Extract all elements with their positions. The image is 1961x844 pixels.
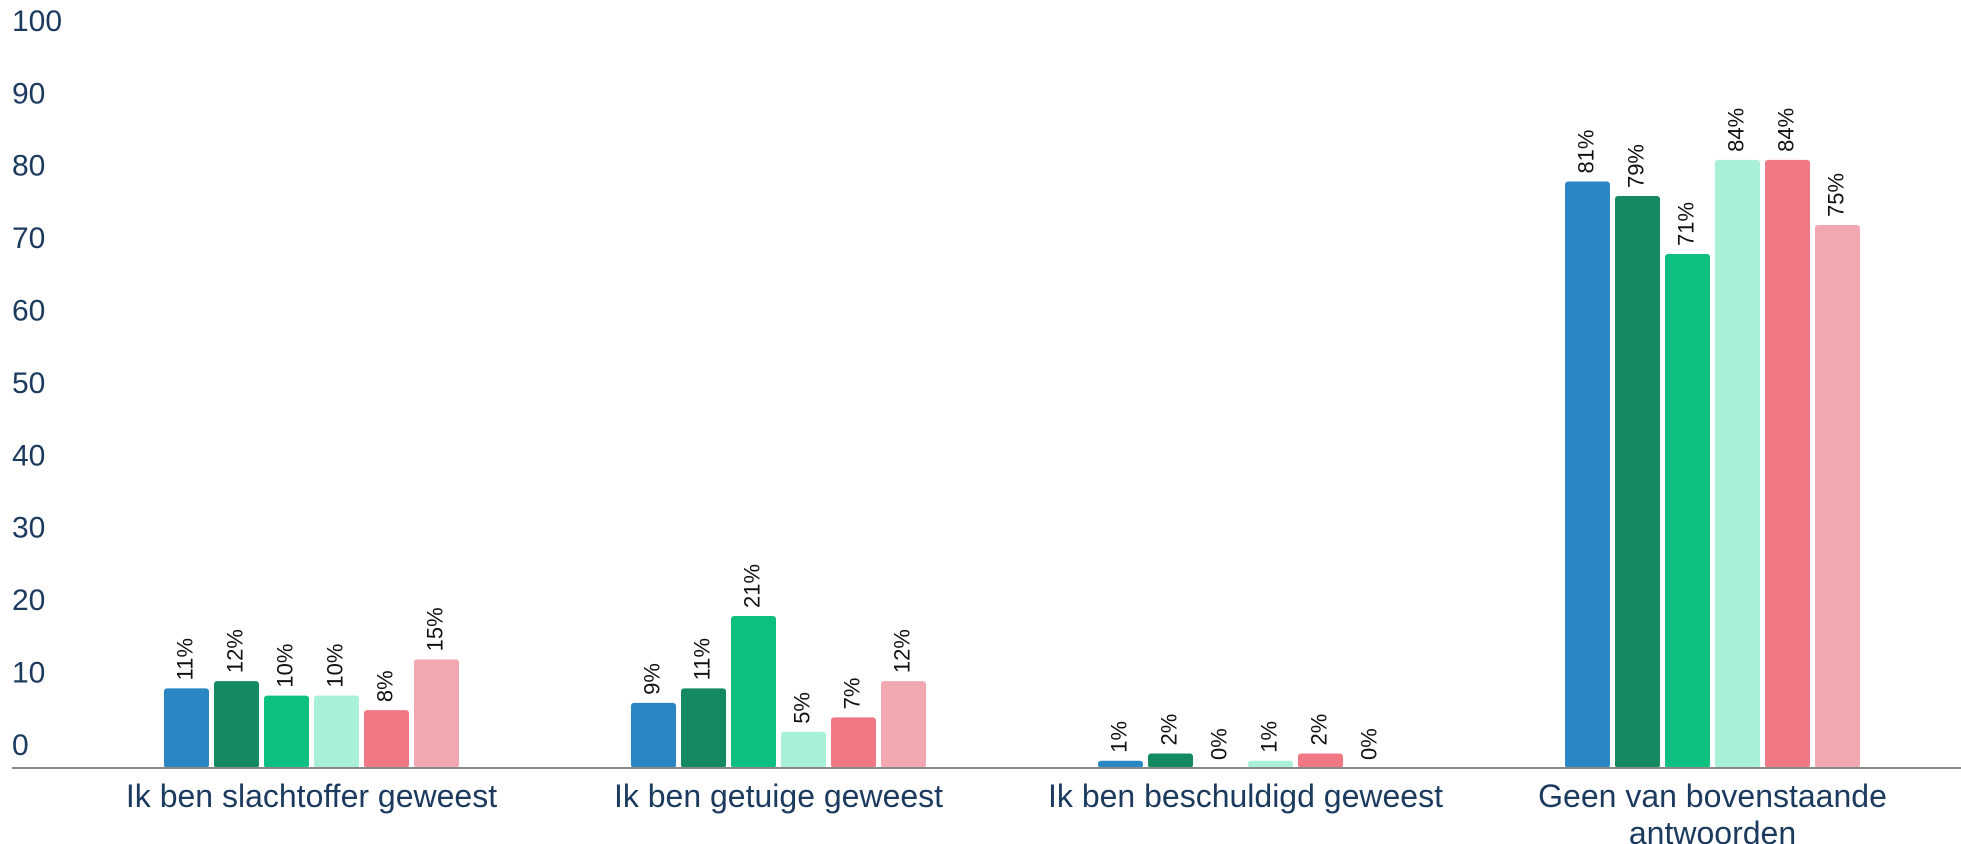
data-label: 9% — [639, 663, 664, 695]
bar — [1765, 159, 1810, 769]
bar — [1665, 253, 1710, 768]
x-tick-label: Ik ben beschuldigd geweest — [1048, 778, 1443, 814]
y-tick-label: 20 — [12, 584, 45, 617]
data-label: 12% — [222, 629, 247, 673]
y-tick-label: 40 — [12, 439, 45, 472]
bar — [414, 659, 459, 768]
bar — [264, 695, 309, 768]
data-label: 84% — [1773, 108, 1798, 152]
y-tick-label: 60 — [12, 295, 45, 328]
bar — [364, 710, 409, 768]
bar — [314, 695, 359, 768]
data-label: 15% — [422, 607, 447, 651]
bar — [1298, 753, 1343, 768]
y-tick-label: 30 — [12, 512, 45, 545]
data-label: 7% — [839, 678, 864, 710]
y-tick-label: 80 — [12, 150, 45, 183]
bar — [164, 688, 209, 768]
bar — [1815, 225, 1860, 768]
data-label: 10% — [322, 644, 347, 688]
data-label: 71% — [1673, 202, 1698, 246]
bar — [781, 731, 826, 768]
x-tick-label: Geen van bovenstaande antwoorden — [1538, 778, 1887, 844]
data-label: 10% — [272, 644, 297, 688]
data-label: 2% — [1156, 714, 1181, 746]
data-label: 5% — [789, 692, 814, 724]
data-label: 21% — [739, 564, 764, 608]
y-tick-label: 0 — [12, 729, 29, 762]
y-tick-label: 10 — [12, 657, 45, 690]
data-label: 0% — [1356, 728, 1381, 760]
data-label: 11% — [172, 638, 197, 680]
y-tick-label: 100 — [12, 5, 62, 38]
data-label: 12% — [889, 629, 914, 673]
data-label: 79% — [1623, 144, 1648, 188]
bar — [1248, 760, 1293, 768]
data-label: 84% — [1723, 108, 1748, 152]
data-label: 8% — [372, 670, 397, 702]
bar — [1565, 181, 1610, 768]
bar — [681, 688, 726, 768]
x-tick-label: Ik ben getuige geweest — [613, 778, 944, 814]
data-label: 2% — [1306, 714, 1331, 746]
bar — [831, 717, 876, 768]
bar — [1098, 760, 1143, 768]
y-tick-label: 70 — [12, 222, 45, 255]
data-label: 11% — [689, 638, 714, 680]
bar — [881, 681, 926, 768]
bar — [631, 702, 676, 768]
y-tick-label: 50 — [12, 367, 45, 400]
bar — [214, 681, 259, 768]
data-label: 0% — [1206, 728, 1231, 760]
bar — [1715, 159, 1760, 769]
bar — [1615, 196, 1660, 769]
data-label: 1% — [1106, 721, 1131, 753]
data-label: 75% — [1823, 173, 1848, 217]
x-tick-label: Ik ben slachtoffer geweest — [125, 778, 498, 814]
y-tick-label: 90 — [12, 77, 45, 110]
data-label: 1% — [1256, 721, 1281, 753]
bar — [1148, 753, 1193, 768]
data-label: 81% — [1573, 130, 1598, 174]
bar — [731, 615, 776, 768]
